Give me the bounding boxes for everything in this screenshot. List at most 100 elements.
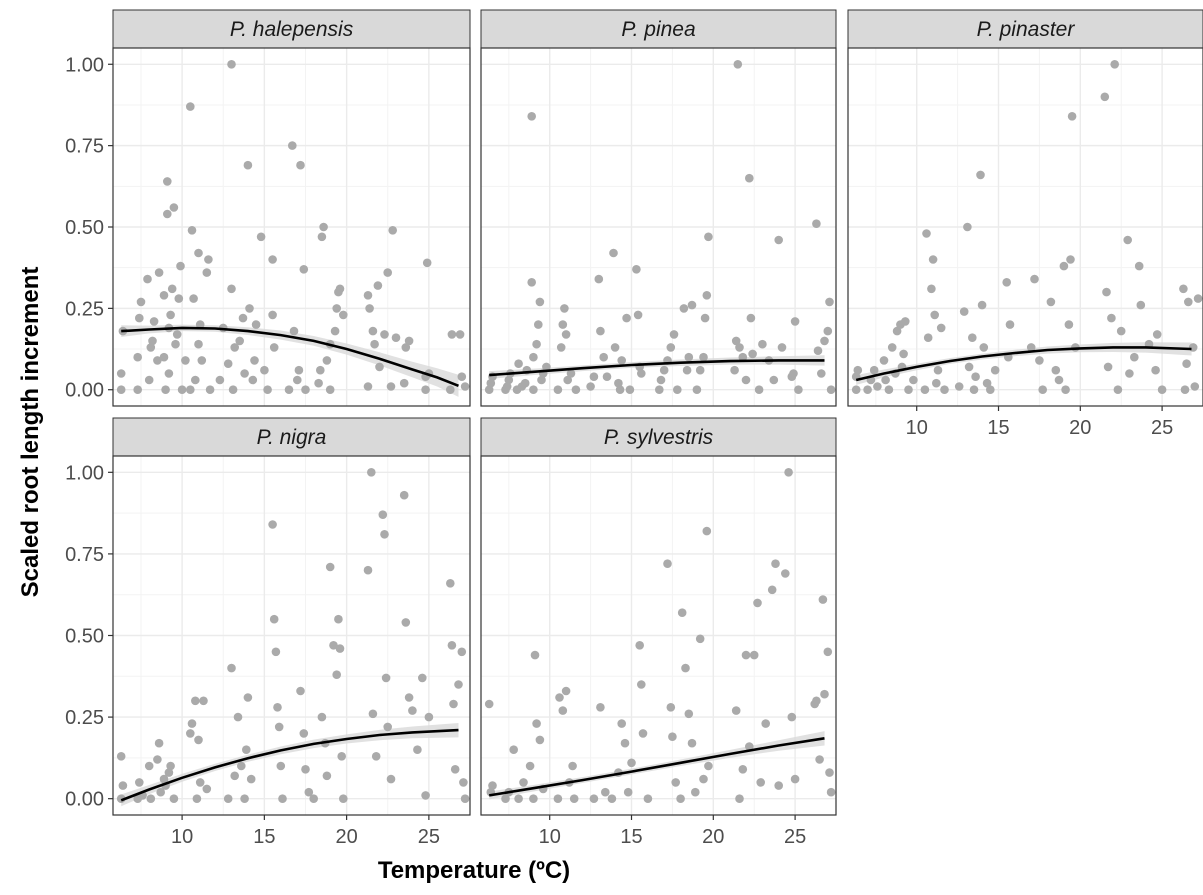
data-point [380,330,389,339]
data-point [1179,284,1188,294]
y-tick-label: 1.00 [65,462,104,484]
data-point [399,378,409,388]
data-point [181,356,190,365]
panel-border [480,47,837,407]
data-point [383,268,393,277]
data-point [681,663,690,673]
x-axis-title: Temperature (ºC) [378,857,570,884]
x-tick-label: 25 [784,826,806,848]
data-point [197,356,207,365]
data-point [136,297,146,307]
data-point [1038,385,1047,395]
data-point [450,765,460,774]
data-point [1102,287,1111,297]
facet-strip [480,9,837,49]
data-point [391,333,401,343]
data-point [177,385,187,395]
data-point [194,339,203,349]
data-point [659,365,669,375]
data-point [373,281,383,290]
data-point [1123,235,1132,245]
data-point [655,385,664,395]
data-point [976,170,985,180]
fitted-curve [489,359,825,377]
data-point [529,352,538,362]
data-point [166,761,175,771]
data-point [602,372,612,382]
data-point [1116,326,1126,336]
data-point [135,778,144,787]
data-point [227,60,236,69]
data-point [509,745,518,754]
data-point [144,375,154,385]
data-point [116,752,126,761]
data-point [504,375,514,385]
data-point [1190,382,1200,391]
data-point [599,352,608,362]
data-point [1193,294,1203,303]
data-point [746,313,756,323]
data-point [932,378,941,388]
data-point [334,614,343,624]
data-point [215,375,225,385]
y-tick-label: 0.75 [65,544,104,566]
data-point [769,375,779,385]
data-point [314,378,323,388]
data-point [790,774,800,784]
y-tick-label: 0.50 [65,217,104,239]
data-point [167,284,177,294]
data-point [1067,112,1077,121]
data-point [194,735,203,745]
data-point [413,745,422,754]
data-point [623,787,633,797]
data-point [899,349,908,359]
data-point [363,291,373,300]
data-point [738,352,748,362]
data-point [299,729,309,738]
data-point [191,696,200,706]
data-point [731,706,741,715]
data-point [243,160,253,170]
data-point [1152,330,1162,339]
data-point [532,719,541,728]
data-point [767,585,777,595]
data-point [418,673,427,683]
data-point [625,385,635,395]
data-point [666,703,676,712]
data-point [787,712,797,722]
data-point [301,765,310,774]
data-point [586,382,595,391]
facet-p-pinea: P. pinea [480,9,837,407]
data-point [677,608,687,617]
facet-strip [847,9,1203,49]
data-point [704,232,713,242]
data-point [702,526,712,536]
data-point [920,385,930,395]
data-point [189,294,198,303]
x-tick-label: 10 [171,826,193,848]
facet-p-pinaster: P. pinaster 10 15 20 25 [847,9,1203,439]
data-point [156,787,165,797]
y-tick-label: 0.25 [65,707,104,729]
data-point [386,774,396,784]
data-point [753,598,762,608]
data-point [519,778,528,787]
data-point [154,268,164,277]
data-point [163,177,172,186]
data-point [826,385,836,395]
data-point [251,320,261,329]
data-point [535,297,545,307]
data-point [278,794,287,803]
data-point [758,339,767,349]
x-tick-label: 15 [987,417,1009,439]
data-point [365,304,374,313]
data-point [514,359,523,369]
data-point [812,219,821,228]
data-point [561,686,571,696]
data-point [195,320,205,329]
data-point [325,385,335,395]
data-point [339,310,348,320]
data-point [260,365,269,375]
data-point [638,729,648,738]
data-point [781,569,790,578]
